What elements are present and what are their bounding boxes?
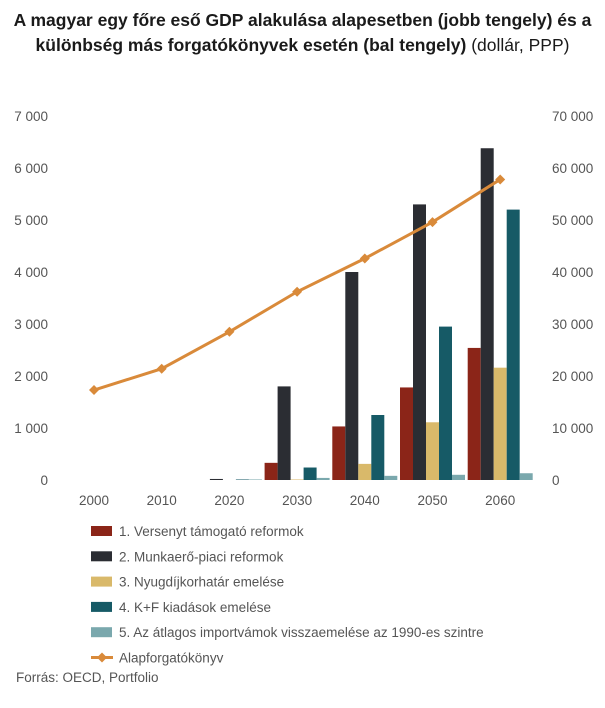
legend-label: 5. Az átlagos importvámok visszaemelése … (119, 625, 484, 640)
bar (290, 479, 304, 480)
legend-swatch (91, 576, 112, 587)
chart-title-unit: (dollár, PPP) (471, 35, 570, 55)
bar (480, 148, 494, 481)
legend-label: 1. Versenyt támogató reformok (119, 524, 304, 539)
chart-title: A magyar egy főre eső GDP alakulása alap… (0, 8, 605, 58)
left-tick-label: 0 (40, 473, 48, 488)
legend-swatch (91, 526, 112, 536)
right-axis: 0 10 000 20 000 30 000 40 000 50 000 60 000 70 … (552, 109, 593, 488)
right-tick-label: 10 000 (552, 421, 593, 436)
bar (519, 473, 533, 480)
chart-title-main: A magyar egy főre eső GDP alakulása alap… (13, 10, 592, 55)
bar (493, 367, 507, 480)
left-tick-label: 6 000 (14, 161, 48, 176)
bar (209, 478, 223, 480)
bars (209, 148, 533, 481)
legend-label: 2. Munkaerő-piaci reformok (119, 549, 284, 564)
source-note: Forrás: OECD, Portfolio (16, 670, 159, 685)
baseline-line (89, 174, 506, 396)
x-tick-label: 2040 (350, 493, 380, 508)
bar (235, 479, 249, 480)
legend-label: Alapforgatókönyv (119, 651, 224, 666)
legend-label: 4. K+F kiadások emelése (119, 600, 271, 615)
right-tick-label: 70 000 (552, 109, 593, 124)
right-tick-label: 30 000 (552, 317, 593, 332)
legend-swatch (91, 601, 112, 612)
bar (277, 386, 291, 480)
bar (413, 204, 426, 480)
bar (371, 415, 385, 480)
left-tick-label: 5 000 (14, 213, 48, 228)
right-tick-label: 60 000 (552, 161, 593, 176)
bar (426, 422, 439, 480)
line-point (427, 217, 438, 228)
x-tick-label: 2030 (282, 493, 312, 508)
right-tick-label: 40 000 (552, 265, 593, 280)
x-tick-label: 2010 (147, 493, 177, 508)
line-point (292, 286, 303, 297)
left-tick-label: 2 000 (14, 369, 48, 384)
bar (467, 347, 481, 480)
bar (452, 474, 465, 480)
legend-swatch (91, 551, 112, 562)
bar (506, 209, 520, 480)
bar (303, 467, 317, 480)
left-axis: 0 1 000 2 000 3 000 4 000 5 000 6 000 7 000 (14, 109, 48, 488)
right-tick-label: 20 000 (552, 369, 593, 384)
line-point (89, 385, 99, 396)
left-tick-label: 7 000 (14, 109, 48, 124)
x-axis: 2000 2010 2020 2030 2040 2050 2060 (79, 493, 515, 508)
legend-label: 3. Nyugdíjkorhatár emelése (119, 575, 284, 590)
bar (316, 477, 330, 480)
right-tick-label: 50 000 (552, 213, 593, 228)
legend: 1. Versenyt támogató reformok 2. Munkaerő… (91, 524, 484, 666)
bar (400, 387, 413, 480)
legend-marker (97, 652, 107, 663)
bar (345, 272, 359, 480)
legend-swatch (91, 627, 112, 638)
line-point (495, 174, 506, 185)
x-tick-label: 2020 (214, 493, 244, 508)
bar (439, 326, 452, 480)
bar (384, 475, 398, 480)
line-point (156, 363, 167, 374)
left-tick-label: 1 000 (14, 421, 48, 436)
line-point (224, 326, 235, 337)
left-tick-label: 3 000 (14, 317, 48, 332)
right-tick-label: 0 (552, 473, 560, 488)
left-tick-label: 4 000 (14, 265, 48, 280)
bar (358, 463, 372, 480)
x-tick-label: 2000 (79, 493, 109, 508)
bar (332, 426, 346, 480)
line-point (359, 253, 370, 264)
bar (248, 479, 262, 480)
x-tick-label: 2060 (485, 493, 515, 508)
x-tick-label: 2050 (417, 493, 447, 508)
bar (264, 462, 278, 480)
